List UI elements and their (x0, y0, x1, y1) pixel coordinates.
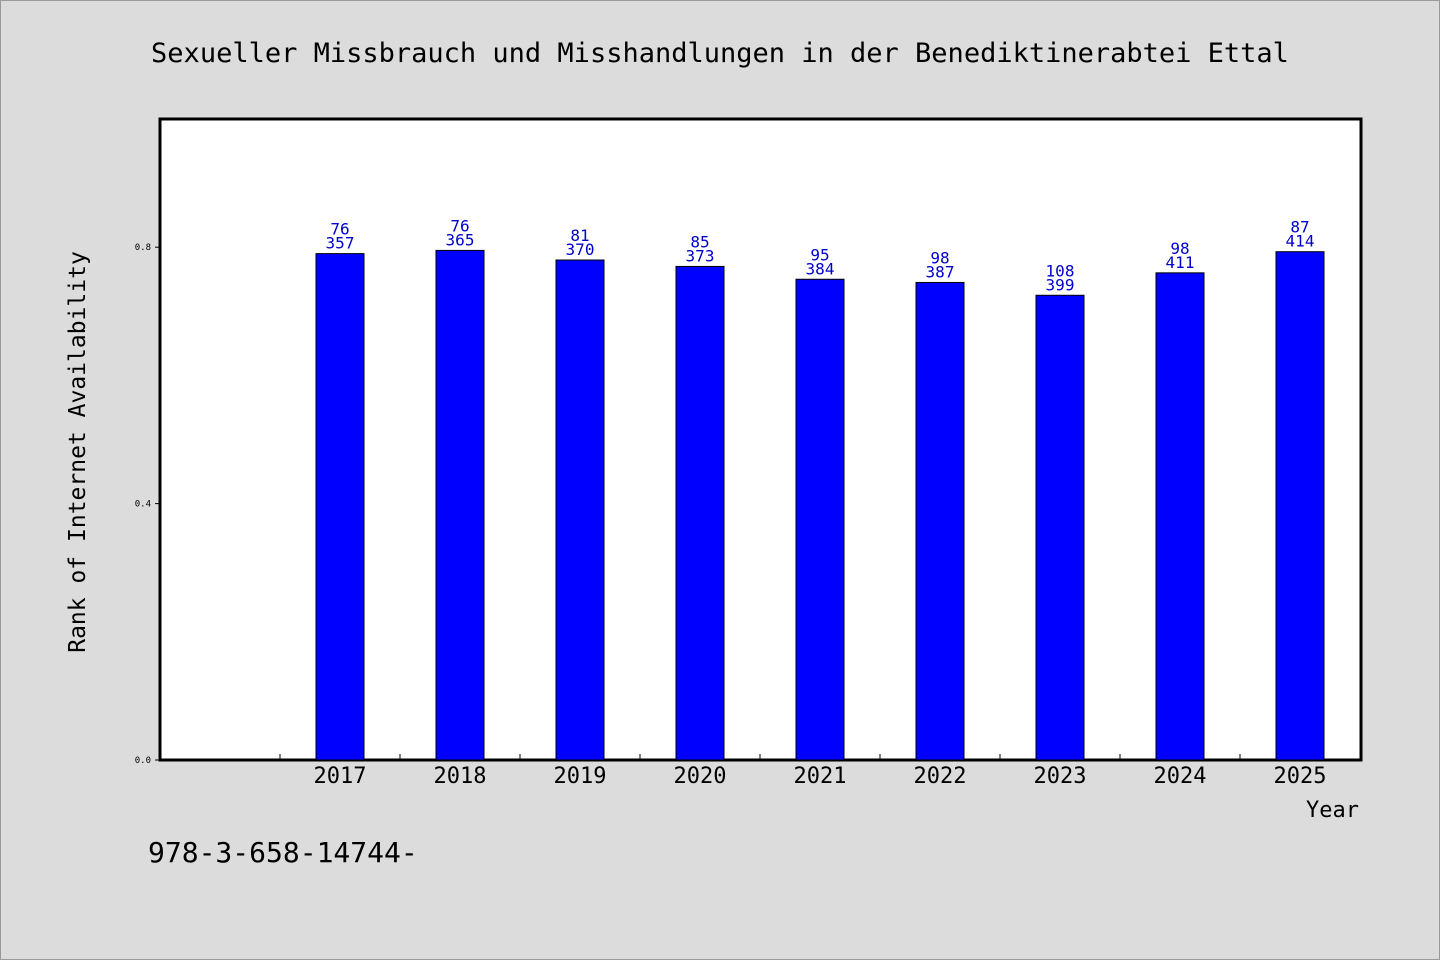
y-axis-label: Rank of Internet Availability (65, 251, 91, 653)
bar-label-top: 95 (810, 245, 829, 264)
x-tick-label: 2017 (314, 764, 367, 789)
bar-label-top: 76 (330, 220, 349, 239)
bar-label-top: 85 (690, 232, 709, 251)
bar (555, 259, 605, 761)
x-tick-label: 2018 (434, 764, 487, 789)
bar-label-bottom: 384 (806, 259, 835, 278)
chart-title: Sexueller Missbrauch und Misshandlungen … (151, 38, 1289, 69)
bar-label-bottom: 414 (1286, 232, 1315, 251)
bar-label-bottom: 411 (1166, 253, 1195, 272)
bar-label-bottom: 370 (566, 240, 595, 259)
bar (1275, 251, 1325, 761)
x-tick-label: 2023 (1034, 764, 1087, 789)
y-tick-label: 0.4 (135, 500, 151, 510)
bar-label-top: 87 (1290, 218, 1309, 237)
y-tick-label: 0.0 (135, 756, 151, 766)
bar-label-top: 108 (1046, 261, 1075, 280)
bar-label-bottom: 365 (446, 230, 475, 249)
bar-label-bottom: 373 (686, 246, 715, 265)
x-tick-label: 2020 (674, 764, 727, 789)
bar-label-bottom: 387 (926, 262, 955, 281)
x-tick-label: 2019 (554, 764, 607, 789)
bar-label-bottom: 357 (326, 234, 355, 253)
bar-label-top: 81 (570, 226, 589, 245)
footer-isbn: 978-3-658-14744- (148, 836, 418, 869)
bar (675, 265, 725, 761)
bar-label-top: 98 (930, 248, 949, 267)
x-tick-label: 2021 (794, 764, 847, 789)
bar (1155, 272, 1205, 761)
bar-label-bottom: 399 (1046, 275, 1075, 294)
x-tick-label: 2024 (1154, 764, 1207, 789)
bar-label-top: 98 (1170, 239, 1189, 258)
x-tick-label: 2025 (1274, 764, 1327, 789)
bar-label-top: 76 (450, 216, 469, 235)
bar (915, 281, 965, 761)
ticks-layer: 0.0 0.4 0.8 2017 2018 2019 2020 2021 2022 2023 202… (135, 243, 1327, 789)
bar (315, 253, 365, 761)
x-axis-label: Year (1306, 798, 1359, 823)
x-tick-label: 2022 (914, 764, 967, 789)
y-tick-label: 0.8 (135, 243, 151, 253)
bar (1035, 294, 1085, 761)
bar (435, 249, 485, 761)
bar (795, 278, 845, 761)
